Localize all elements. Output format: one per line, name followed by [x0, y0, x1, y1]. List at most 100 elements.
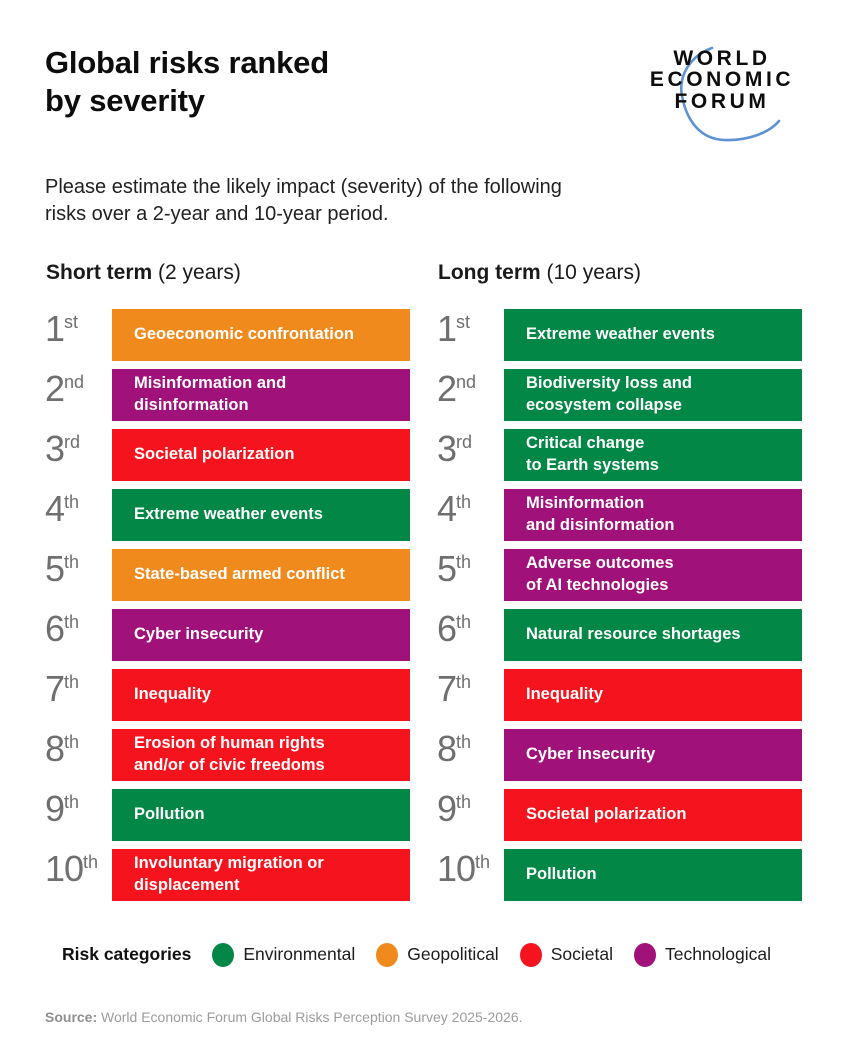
rank-label: 10th: [45, 847, 99, 889]
risk-bar-label: Erosion of human rights and/or of civic …: [134, 734, 325, 774]
header: Global risks ranked by severity WORLD EC…: [45, 44, 802, 156]
rank-label: 5th: [437, 547, 472, 589]
rank-label: 10th: [437, 847, 491, 889]
risk-bar-label: Misinformation and disinformation: [526, 494, 675, 534]
risk-row: 10th Pollution: [437, 847, 802, 901]
legend-entry-geopolitical: Geopolitical: [376, 942, 499, 967]
risk-bar-societal: Inequality: [504, 668, 802, 721]
long-term-list: 1st Extreme weather events 2nd Biodivers…: [437, 307, 802, 901]
column-long-term: Long term (10 years) 1st Extreme weather…: [437, 260, 802, 909]
risk-bar-label: Societal polarization: [526, 805, 687, 824]
short-term-list: 1st Geoeconomic confrontation 2nd Misinf…: [45, 307, 410, 901]
risk-row: 3rd Societal polarization: [45, 427, 410, 481]
societal-dot-icon: [519, 942, 542, 967]
source-text: World Economic Forum Global Risks Percep…: [97, 1008, 523, 1025]
risk-row: 2nd Misinformation and disinformation: [45, 367, 410, 421]
rank-label: 1st: [45, 307, 79, 349]
risk-row: 1st Extreme weather events: [437, 307, 802, 361]
risk-row: 10th Involuntary migration or displaceme…: [45, 847, 410, 901]
rank-label: 9th: [45, 787, 80, 829]
risk-bar-environmental: Biodiversity loss and ecosystem collapse: [504, 368, 802, 421]
wef-logo: WORLD ECONOMIC FORUM: [642, 44, 802, 142]
risk-row: 6th Cyber insecurity: [45, 608, 410, 661]
risk-row: 2nd Biodiversity loss and ecosystem coll…: [437, 368, 802, 421]
risk-bar-label: Critical change to Earth systems: [526, 434, 659, 474]
heading-term: Short term: [46, 260, 153, 284]
risk-bar-societal: Societal polarization: [504, 788, 802, 841]
rank-label: 6th: [437, 607, 472, 649]
risk-bar-environmental: Critical change to Earth systems: [504, 428, 802, 481]
risk-bar-environmental: Pollution: [112, 788, 410, 841]
risk-row: 5th Adverse outcomes of AI technologies: [437, 547, 802, 601]
risk-row: 1st Geoeconomic confrontation: [45, 307, 410, 361]
logo-text-economic: ECONOMIC: [649, 68, 795, 92]
rank-label: 2nd: [45, 367, 85, 409]
risk-bar-label: Misinformation and disinformation: [134, 374, 287, 414]
risk-bar-label: Pollution: [134, 805, 205, 824]
rank-label: 8th: [45, 727, 80, 769]
risk-bar-societal: Involuntary migration or displacement: [112, 848, 410, 901]
risk-row: 8th Erosion of human rights and/or of ci…: [45, 727, 410, 781]
risk-row: 8th Cyber insecurity: [437, 728, 802, 781]
risk-bar-label: Cyber insecurity: [134, 625, 264, 644]
logo-text-forum: FORUM: [674, 89, 770, 113]
technological-dot-icon: [633, 942, 656, 967]
risk-bar-label: Societal polarization: [134, 445, 295, 464]
risk-bar-technological: Cyber insecurity: [112, 608, 410, 661]
risk-bar-label: Geoeconomic confrontation: [134, 325, 355, 344]
risk-bar-geopolitical: State-based armed conflict: [112, 548, 410, 601]
risk-bar-label: Cyber insecurity: [526, 745, 656, 764]
risk-row: 7th Inequality: [45, 667, 410, 721]
rank-label: 7th: [45, 667, 80, 709]
risk-bar-label: Pollution: [526, 865, 597, 884]
risk-row: 6th Natural resource shortages: [437, 607, 802, 661]
legend: Risk categories Environmental Geopolitic…: [62, 942, 802, 967]
subtitle: Please estimate the likely impact (sever…: [45, 176, 562, 225]
risk-bar-label: Involuntary migration or displacement: [134, 854, 324, 894]
rank-label: 9th: [437, 787, 472, 829]
risk-bar-societal: Societal polarization: [112, 428, 410, 481]
risk-bar-technological: Misinformation and disinformation: [112, 368, 410, 421]
column-heading-long-term: Long term (10 years): [438, 260, 802, 285]
risk-bar-environmental: Natural resource shortages: [504, 608, 802, 661]
risk-bar-societal: Inequality: [112, 668, 410, 721]
column-heading-short-term: Short term (2 years): [46, 260, 410, 285]
legend-title: Risk categories: [62, 944, 192, 965]
risk-row: 7th Inequality: [437, 667, 802, 721]
risk-bar-environmental: Extreme weather events: [112, 488, 410, 541]
environmental-dot-icon: [212, 942, 235, 967]
rank-label: 3rd: [437, 427, 473, 469]
risk-bar-label: Biodiversity loss and ecosystem collapse: [526, 374, 692, 414]
ranking-columns: Short term (2 years) 1st Geoeconomic con…: [45, 260, 802, 909]
risk-bar-label: Extreme weather events: [526, 325, 715, 344]
rank-label: 7th: [437, 667, 472, 709]
rank-label: 1st: [437, 307, 471, 349]
risk-row: 5th State-based armed conflict: [45, 547, 410, 601]
risk-bar-label: State-based armed conflict: [134, 565, 345, 584]
logo-text-world: WORLD: [673, 47, 771, 70]
page-title: Global risks ranked by severity: [45, 45, 329, 119]
risk-bar-technological: Adverse outcomes of AI technologies: [504, 548, 802, 601]
risk-row: 9th Societal polarization: [437, 787, 802, 841]
risk-bar-label: Natural resource shortages: [526, 625, 741, 644]
legend-label-technological: Technological: [664, 944, 772, 965]
legend-entry-environmental: Environmental: [212, 942, 356, 967]
risk-row: 9th Pollution: [45, 787, 410, 841]
legend-label-environmental: Environmental: [243, 944, 356, 965]
risk-bar-label: Inequality: [134, 685, 212, 704]
risk-bar-technological: Misinformation and disinformation: [504, 488, 802, 541]
legend-entry-technological: Technological: [633, 942, 772, 967]
risk-bar-environmental: Pollution: [504, 848, 802, 901]
legend-label-societal: Societal: [550, 944, 613, 965]
risk-row: 4th Misinformation and disinformation: [437, 487, 802, 541]
risk-bar-label: Extreme weather events: [134, 505, 323, 524]
rank-label: 3rd: [45, 427, 81, 469]
risk-bar-societal: Erosion of human rights and/or of civic …: [112, 728, 410, 781]
legend-label-geopolitical: Geopolitical: [407, 944, 499, 965]
rank-label: 4th: [437, 487, 472, 529]
rank-label: 5th: [45, 547, 80, 589]
risk-bar-geopolitical: Geoeconomic confrontation: [112, 308, 410, 361]
source-line: Source: World Economic Forum Global Risk…: [45, 1009, 802, 1025]
column-short-term: Short term (2 years) 1st Geoeconomic con…: [45, 260, 410, 909]
